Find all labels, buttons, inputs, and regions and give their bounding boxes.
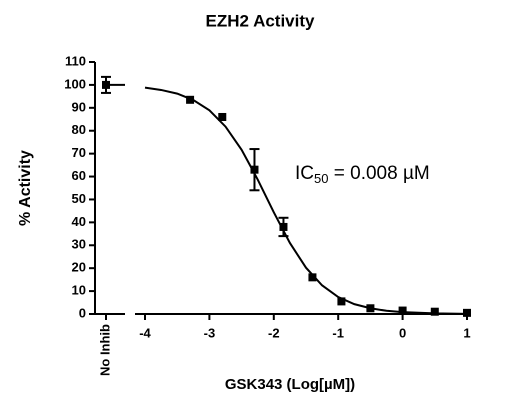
data-point: [398, 306, 407, 315]
y-tick-label: 30: [72, 237, 86, 252]
y-tick-label: 70: [72, 145, 86, 160]
x-tick-label: -1: [332, 325, 344, 340]
y-tick-label: 20: [72, 260, 86, 275]
y-tick-label: 40: [72, 214, 86, 229]
y-tick-label: 90: [72, 99, 86, 114]
data-point: [308, 273, 317, 282]
data-point: [186, 95, 195, 104]
x-tick-label: 1: [463, 325, 470, 340]
y-tick-label: 0: [79, 305, 86, 320]
data-point: [366, 304, 375, 313]
data-point: [463, 308, 471, 317]
x-axis-label: GSK343 (Log[µM]): [225, 376, 355, 393]
annotation-subscript: 50: [314, 171, 328, 186]
x-tick-label: -4: [139, 325, 151, 340]
fit-curve: [144, 86, 468, 315]
y-tick-label: 50: [72, 191, 86, 206]
no-inhib-label: No Inhib: [97, 324, 112, 376]
chart-title: EZH2 Activity: [206, 11, 316, 30]
y-axis-label: % Activity: [17, 150, 34, 226]
annotation: IC50 = 0.008 µM: [295, 163, 430, 186]
annotation-rest: = 0.008 µM: [328, 163, 429, 184]
data-point: [250, 165, 259, 174]
y-tick-label: 80: [72, 122, 86, 137]
x-tick-label: -3: [204, 325, 216, 340]
y-tick-label: 100: [64, 76, 86, 91]
data-point: [279, 222, 288, 231]
data-point: [430, 307, 439, 316]
data-point: [218, 112, 227, 121]
y-tick-label: 60: [72, 168, 86, 183]
y-tick-label: 110: [65, 53, 86, 68]
data-point: [337, 297, 346, 306]
x-tick-label: -2: [268, 325, 280, 340]
x-tick-label: 0: [399, 325, 406, 340]
y-tick-label: 10: [72, 283, 86, 298]
annotation-text: IC: [295, 163, 314, 184]
